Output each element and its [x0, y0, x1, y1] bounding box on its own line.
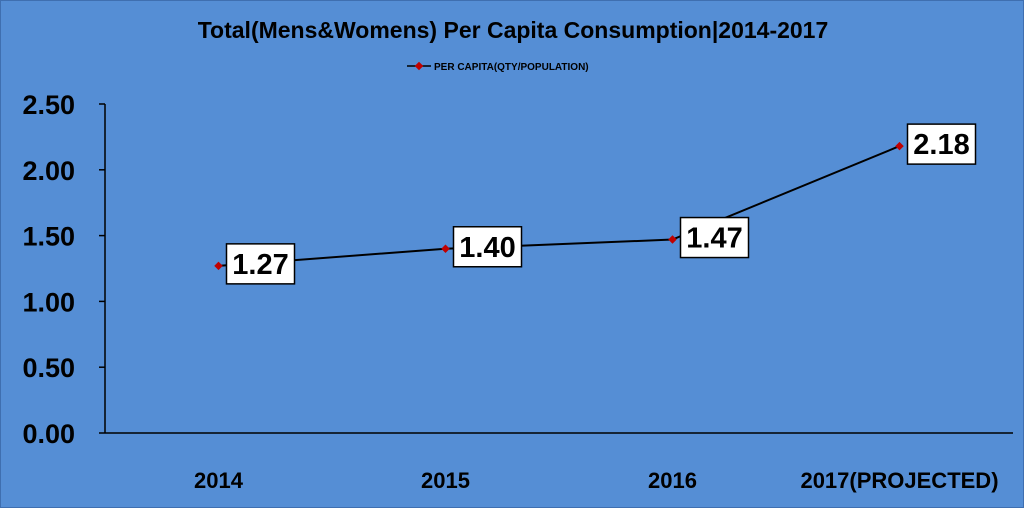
- legend-label: PER CAPITA(QTY/POPULATION): [434, 62, 589, 73]
- x-axis-ticks: 2014 2015 2016 2017(PROJECTED): [194, 468, 999, 493]
- legend: PER CAPITA(QTY/POPULATION): [407, 61, 589, 73]
- data-point-marker: [895, 141, 904, 151]
- y-tick-label: 0.50: [22, 353, 75, 383]
- data-label-box: [679, 216, 750, 259]
- data-point-marker: [668, 235, 677, 244]
- series-line: [214, 141, 904, 271]
- data-label: 1.27: [232, 249, 288, 281]
- data-point-marker: [214, 261, 223, 271]
- data-labels: 1.27 1.40 1.47 2.18: [225, 123, 977, 285]
- data-label: 1.40: [459, 232, 515, 264]
- chart-title: Total(Mens&Womens) Per Capita Consumptio…: [198, 17, 829, 43]
- y-tick-label: 1.00: [22, 287, 75, 317]
- x-tick-label: 2014: [194, 468, 244, 493]
- x-tick-label: 2016: [648, 468, 697, 493]
- y-tick-label: 2.50: [22, 90, 75, 120]
- data-point-marker: [441, 244, 450, 254]
- series-polyline: [218, 145, 900, 267]
- y-tick-label: 1.50: [22, 222, 75, 252]
- y-tick-label: 0.00: [22, 419, 75, 449]
- data-label-box: [906, 123, 977, 165]
- data-label: 2.18: [913, 129, 969, 161]
- axes: [99, 103, 1013, 434]
- y-tick-label: 2.00: [22, 156, 75, 186]
- data-label: 1.47: [686, 223, 742, 255]
- y-axis-ticks: 0.00 0.50 1.00 1.50 2.00 2.50: [22, 90, 75, 449]
- data-label-box: [225, 243, 296, 285]
- legend-marker-swatch: [414, 61, 424, 71]
- x-tick-label: 2017(PROJECTED): [800, 468, 998, 493]
- x-tick-label: 2015: [421, 468, 470, 493]
- data-label-box: [452, 226, 523, 268]
